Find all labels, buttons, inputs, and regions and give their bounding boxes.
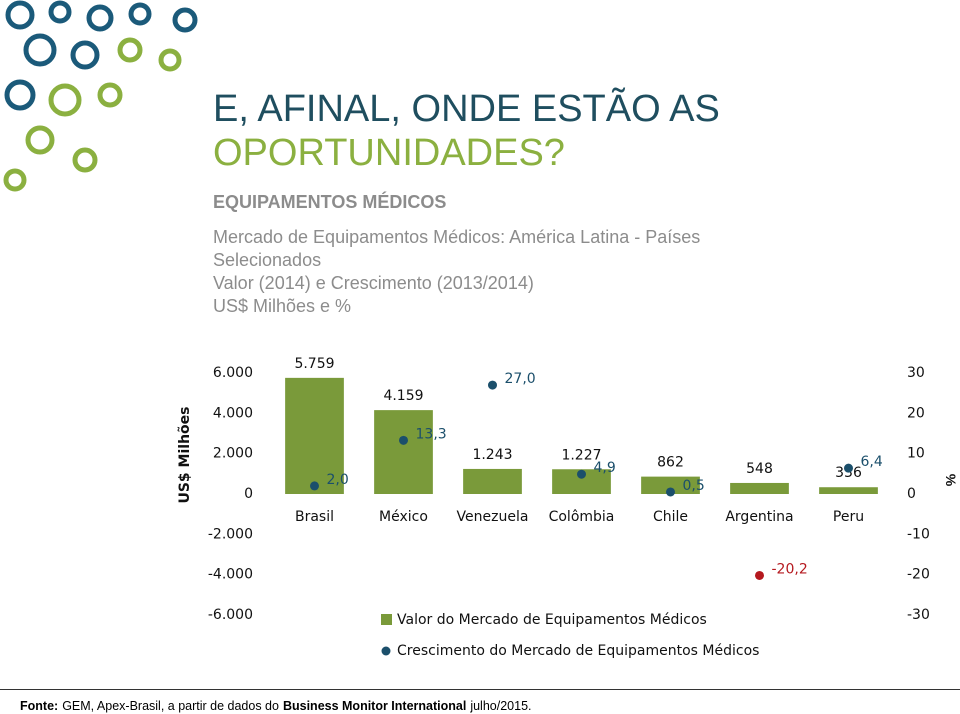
y2-tick-label: 30 bbox=[907, 365, 925, 381]
bar-value-label: 336 bbox=[835, 465, 862, 481]
source-label: Fonte: bbox=[20, 699, 59, 713]
bar-value-label: 862 bbox=[657, 455, 684, 471]
logo-pattern bbox=[3, 0, 198, 192]
growth-point bbox=[399, 435, 408, 445]
x-tick-label: Argentina bbox=[725, 509, 793, 525]
x-tick-label: Chile bbox=[653, 509, 688, 525]
y2-axis-label: % bbox=[943, 473, 959, 486]
growth-value-label: 13,3 bbox=[416, 426, 447, 442]
bar bbox=[374, 410, 433, 494]
growth-point bbox=[577, 469, 586, 479]
x-tick-label: México bbox=[379, 509, 428, 525]
section-heading: EQUIPAMENTOS MÉDICOS bbox=[213, 192, 447, 212]
growth-value-label: 0,5 bbox=[683, 478, 705, 494]
x-tick-label: Venezuela bbox=[457, 509, 529, 525]
bar-value-label: 4.159 bbox=[383, 388, 423, 404]
y-axis-label: US$ Milhões bbox=[177, 406, 193, 503]
growth-value-label: 4,9 bbox=[594, 460, 616, 476]
bar-value-label: 5.759 bbox=[294, 356, 334, 372]
y2-tick-label: -20 bbox=[907, 567, 930, 583]
growth-point bbox=[310, 481, 319, 491]
source-text: GEM, Apex-Brasil, a partir de dados do bbox=[62, 699, 279, 713]
growth-value-label: -20,2 bbox=[772, 561, 808, 577]
legend-swatch bbox=[381, 646, 391, 656]
bar-value-label: 1.243 bbox=[472, 447, 512, 463]
y2-tick-label: 10 bbox=[907, 446, 925, 462]
x-tick-label: Brasil bbox=[295, 509, 334, 525]
bar bbox=[641, 476, 700, 494]
subtitle-line: Selecionados bbox=[213, 250, 322, 270]
title-line: E, AFINAL, ONDE ESTÃO AS bbox=[213, 88, 720, 130]
growth-value-label: 27,0 bbox=[505, 371, 536, 387]
growth-point bbox=[666, 487, 675, 497]
y2-tick-label: 20 bbox=[907, 405, 925, 421]
bar bbox=[285, 377, 344, 494]
y-tick-label: 2.000 bbox=[213, 446, 253, 462]
growth-value-label: 6,4 bbox=[861, 454, 883, 470]
subtitle-line: Valor (2014) e Crescimento (2013/2014) bbox=[213, 273, 534, 293]
legend-swatch bbox=[381, 614, 392, 625]
subtitle: Mercado de Equipamentos Médicos: América… bbox=[213, 226, 700, 318]
y2-tick-label: -10 bbox=[907, 526, 930, 542]
legend-label: Valor do Mercado de Equipamentos Médicos bbox=[397, 612, 707, 628]
source-name: Business Monitor International bbox=[282, 699, 467, 713]
y2-tick-label: 0 bbox=[907, 486, 916, 502]
growth-point bbox=[488, 380, 497, 390]
source-date: julho/2015. bbox=[470, 699, 532, 713]
footer-rule bbox=[0, 689, 960, 690]
source: Fonte: GEM, Apex-Brasil, a partir de dado… bbox=[20, 699, 536, 713]
y-tick-label: 4.000 bbox=[213, 405, 253, 421]
x-tick-label: Peru bbox=[833, 509, 864, 525]
subtitle-line: Mercado de Equipamentos Médicos: América… bbox=[213, 227, 701, 247]
bar bbox=[819, 487, 878, 494]
bar-value-label: 1.227 bbox=[561, 447, 601, 463]
y2-tick-label: -30 bbox=[907, 607, 930, 623]
x-tick-label: Colômbia bbox=[549, 509, 615, 525]
growth-value-label: 2,0 bbox=[327, 472, 349, 488]
bar bbox=[463, 468, 522, 494]
growth-point bbox=[844, 463, 853, 473]
bar bbox=[730, 482, 789, 494]
y-tick-label: -4.000 bbox=[208, 567, 253, 583]
title-line: OPORTUNIDADES? bbox=[213, 132, 565, 174]
y-tick-label: 0 bbox=[244, 486, 253, 502]
y-tick-label: -6.000 bbox=[208, 607, 253, 623]
y-tick-label: 6.000 bbox=[213, 365, 253, 381]
legend-label: Crescimento do Mercado de Equipamentos M… bbox=[397, 643, 759, 659]
y-tick-label: -2.000 bbox=[208, 526, 253, 542]
bar-value-label: 548 bbox=[746, 461, 773, 477]
chart: US$ Milhões % 6.000 4.000 2.000 0 -2.000 -4.0… bbox=[177, 356, 959, 659]
growth-point bbox=[755, 570, 764, 580]
subtitle-line: US$ Milhões e % bbox=[213, 296, 352, 316]
